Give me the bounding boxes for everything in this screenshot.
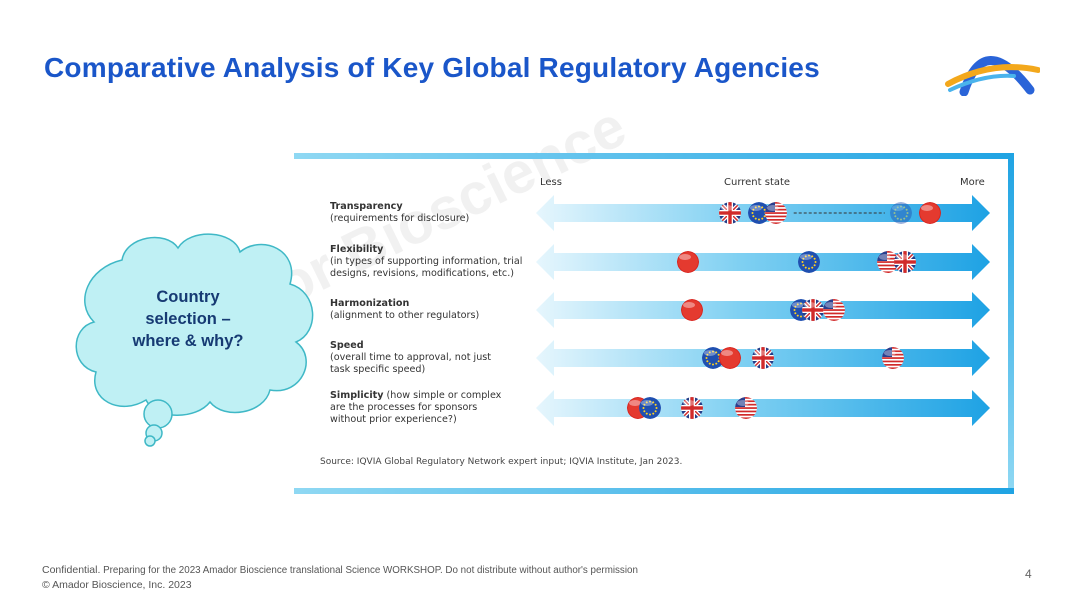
flag-eu-icon	[747, 202, 770, 224]
scale-arrow-1	[536, 244, 990, 280]
callout-line-3: where & why?	[132, 332, 244, 350]
footer-confidential: Confidential.	[42, 564, 101, 576]
dimension-simplicity: Simplicity (how simple or complex are th…	[330, 390, 510, 426]
scale-arrow-2	[536, 292, 990, 328]
flag-us-icon	[735, 397, 758, 419]
dimension-name: Harmonization	[330, 298, 410, 309]
callout-line-2: selection –	[145, 310, 231, 328]
dimension-name: Speed	[330, 340, 364, 351]
flag-us-icon	[823, 299, 846, 321]
flag-eu-icon	[639, 397, 662, 419]
flag-eu-icon	[797, 251, 820, 273]
footer: Confidential. Preparing for the 2023 Ama…	[42, 563, 638, 592]
dimension-desc: (requirements for disclosure)	[330, 213, 470, 224]
flag-uk-icon	[680, 397, 703, 419]
scale-arrow-4	[536, 390, 990, 426]
callout-text: Country selection – where & why?	[108, 286, 268, 352]
page-number: 4	[1025, 567, 1032, 581]
flag-uk-icon	[894, 251, 917, 273]
slide-title: Comparative Analysis of Key Global Regul…	[44, 52, 820, 83]
callout-line-1: Country	[156, 288, 220, 306]
flag-us-icon	[877, 251, 900, 273]
flag-cn-icon	[718, 347, 741, 369]
flag-eu-icon	[701, 347, 724, 369]
scale-more-label: More	[960, 177, 985, 188]
scale-less-label: Less	[540, 177, 562, 188]
flag-eu-icon	[889, 202, 912, 224]
dimension-desc: (how simple or complex are the processes…	[330, 390, 502, 425]
flag-uk-icon	[718, 202, 741, 224]
dimension-transparency: Transparency (requirements for disclosur…	[330, 201, 540, 225]
dimension-desc: (overall time to approval, not just task…	[330, 352, 492, 375]
flag-cn-icon	[919, 202, 942, 224]
dimension-flexibility: Flexibility (in types of supporting info…	[330, 244, 535, 280]
footer-copyright: © Amador Bioscience, Inc. 2023	[42, 579, 192, 591]
scale-current-label: Current state	[724, 177, 791, 188]
dimension-desc: (in types of supporting information, tri…	[330, 256, 523, 279]
source-note: Source: IQVIA Global Regulatory Network …	[320, 457, 683, 467]
dimension-name: Simplicity	[330, 390, 384, 401]
thought-cloud	[75, 233, 314, 447]
dimension-name: Transparency	[330, 201, 403, 212]
dimension-name: Flexibility	[330, 244, 384, 255]
flag-uk-icon	[752, 347, 774, 369]
flag-uk-icon	[802, 299, 825, 321]
amador-logo-icon	[945, 56, 1040, 96]
dimension-desc: (alignment to other regulators)	[330, 310, 480, 321]
flag-cn-icon	[680, 299, 703, 321]
flag-us-icon	[881, 347, 904, 369]
footer-notice: Preparing for the 2023 Amador Bioscience…	[100, 565, 638, 576]
dimension-harmonization: Harmonization (alignment to other regula…	[330, 298, 540, 322]
flag-cn-icon	[676, 251, 699, 273]
dimension-speed: Speed (overall time to approval, not jus…	[330, 340, 505, 376]
flag-us-icon	[764, 202, 787, 224]
